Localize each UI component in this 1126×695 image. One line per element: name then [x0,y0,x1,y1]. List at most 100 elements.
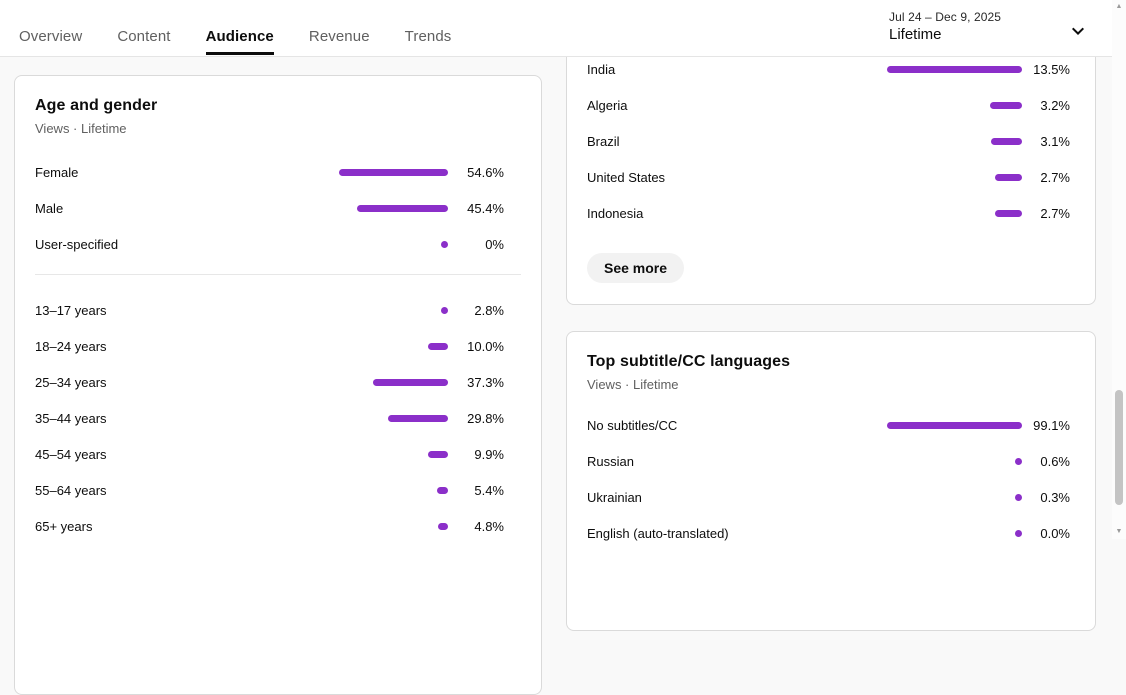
tab-label: Trends [404,28,452,45]
stat-label: Ukrainian [587,489,642,505]
stat-row: 13–17 years 2.8% [35,292,521,328]
tab-label: Content [117,28,171,45]
age-rows: 13–17 years 2.8% 18–24 years 10.0% 25–34 yea… [35,292,521,544]
bar-area [248,168,448,176]
stat-value: 5.4% [474,482,504,498]
active-tab-underline [205,52,274,55]
stat-bar [428,450,448,458]
bar-area [248,486,448,494]
stat-label: 25–34 years [35,374,107,390]
bar-area [248,378,448,386]
gender-rows: Female 54.6% Male 45.4% User-specified 0% [35,154,521,262]
stat-row: Male 45.4% [35,190,521,226]
scroll-up-icon[interactable]: ▲ [1115,3,1123,10]
stat-bar [357,204,448,212]
scrollbar-thumb[interactable] [1115,390,1123,505]
stat-row: Ukrainian 0.3% [587,479,1075,515]
stat-label: 35–44 years [35,410,107,426]
stat-value: 0.3% [1040,489,1070,505]
stat-value: 29.8% [467,410,504,426]
stat-bar [887,65,1022,73]
stat-row: 25–34 years 37.3% [35,364,521,400]
divider [35,274,521,275]
stat-bar [441,306,448,314]
tab-label: Revenue [308,28,370,45]
date-range-text: Jul 24 – Dec 9, 2025 [889,10,1002,24]
stat-value: 54.6% [467,164,504,180]
stat-bar [438,522,448,530]
bar-area [887,421,1022,429]
stat-label: Algeria [587,97,628,113]
tab-audience[interactable]: Audience [205,0,274,56]
card-subtitle: Views · Lifetime [587,377,679,392]
stat-label: Brazil [587,133,620,149]
stat-label: 45–54 years [35,446,107,462]
subtitle-languages-card: Top subtitle/CC languages Views · Lifeti… [566,331,1096,631]
tab-label: Overview [19,28,83,45]
stat-bar [388,414,448,422]
stat-row: No subtitles/CC 99.1% [587,407,1075,443]
scroll-down-icon[interactable]: ▼ [1115,528,1123,535]
stat-value: 2.8% [474,302,504,318]
stat-bar [990,101,1022,109]
scrollbar[interactable]: ▲ ▼ [1112,0,1126,539]
stat-bar [1015,529,1022,537]
age-gender-card: Age and gender Views · Lifetime Female 54… [14,75,542,695]
stat-value: 9.9% [474,446,504,462]
stat-row: 18–24 years 10.0% [35,328,521,364]
stat-value: 2.7% [1040,169,1070,185]
stat-label: No subtitles/CC [587,417,678,433]
bar-area [887,173,1022,181]
stat-value: 3.2% [1040,97,1070,113]
stat-row: Russian 0.6% [587,443,1075,479]
bar-area [887,457,1022,465]
tab-revenue[interactable]: Revenue [309,0,370,56]
stat-row: Indonesia 2.7% [587,195,1075,231]
stat-label: Indonesia [587,205,644,221]
stat-row: India 13.5% [587,51,1075,87]
bar-area [887,65,1022,73]
bar-area [248,306,448,314]
stat-bar [437,486,448,494]
stat-row: User-specified 0% [35,226,521,262]
bar-area [248,342,448,350]
bar-area [248,522,448,530]
stat-bar [1015,457,1022,465]
tab-content[interactable]: Content [117,0,170,56]
stat-value: 0.6% [1040,453,1070,469]
tab-trends[interactable]: Trends [405,0,452,56]
bar-area [248,204,448,212]
see-more-button[interactable]: See more [587,253,685,283]
bar-area [248,450,448,458]
stat-bar [373,378,448,386]
stat-value: 0.0% [1040,525,1070,541]
card-title: Age and gender [35,97,158,114]
stat-label: Female [35,164,79,180]
stat-bar [428,342,448,350]
stat-row: Brazil 3.1% [587,123,1075,159]
stat-value: 45.4% [467,200,504,216]
stat-value: 4.8% [474,518,504,534]
bar-area [887,529,1022,537]
bar-area [248,240,448,248]
tab-label: Audience [205,28,274,45]
stat-bar [338,168,448,176]
stat-bar [991,137,1022,145]
stat-row: 65+ years 4.8% [35,508,521,544]
stat-row: 45–54 years 9.9% [35,436,521,472]
stat-label: India [587,61,616,77]
bar-area [887,493,1022,501]
stat-label: User-specified [35,236,119,252]
stat-label: 13–17 years [35,302,107,318]
stat-label: Russian [587,453,634,469]
stat-label: 65+ years [35,518,93,534]
stat-value: 10.0% [467,338,504,354]
stat-bar [1015,493,1022,501]
stat-row: United States 2.7% [587,159,1075,195]
chevron-down-icon [1072,27,1084,35]
stat-value: 2.7% [1040,205,1070,221]
bar-area [887,101,1022,109]
tab-overview[interactable]: Overview [19,0,82,56]
date-range-selector[interactable]: Jul 24 – Dec 9, 2025 Lifetime [880,3,1096,53]
stat-label: English (auto-translated) [587,525,729,541]
